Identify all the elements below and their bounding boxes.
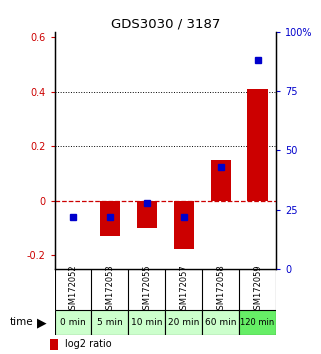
Bar: [247, 89, 268, 201]
Text: GSM172055: GSM172055: [142, 264, 152, 315]
Bar: [202, 310, 239, 335]
Text: 0 min: 0 min: [60, 318, 86, 327]
Text: 20 min: 20 min: [168, 318, 199, 327]
Text: 120 min: 120 min: [240, 318, 275, 327]
Text: log2 ratio: log2 ratio: [65, 339, 111, 349]
Title: GDS3030 / 3187: GDS3030 / 3187: [111, 18, 220, 31]
Bar: [174, 201, 194, 249]
Text: GSM172057: GSM172057: [179, 264, 188, 315]
Text: GSM172059: GSM172059: [253, 264, 262, 315]
Text: 10 min: 10 min: [131, 318, 163, 327]
Text: ▶: ▶: [37, 316, 47, 329]
Text: GSM172053: GSM172053: [105, 264, 115, 315]
Text: 5 min: 5 min: [97, 318, 123, 327]
Bar: [137, 201, 157, 228]
Bar: [55, 310, 91, 335]
Text: GSM172052: GSM172052: [68, 264, 78, 315]
Bar: [239, 310, 276, 335]
Text: GSM172058: GSM172058: [216, 264, 225, 315]
Bar: [91, 310, 128, 335]
Text: time: time: [10, 318, 33, 327]
Bar: [128, 310, 165, 335]
Bar: [211, 160, 231, 201]
Bar: [50, 339, 58, 350]
Bar: [165, 310, 202, 335]
Text: 60 min: 60 min: [205, 318, 237, 327]
Bar: [100, 201, 120, 236]
